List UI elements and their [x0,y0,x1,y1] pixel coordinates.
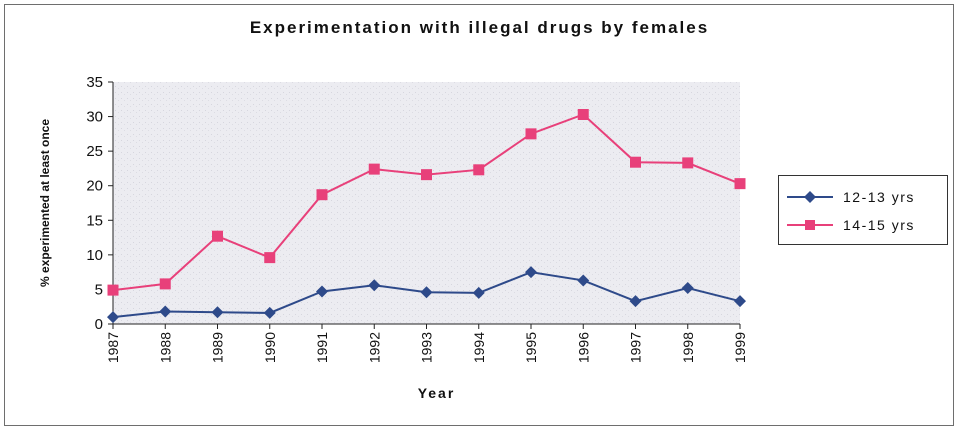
x-tick-label: 1987 [105,332,121,363]
x-tick-label: 1993 [419,332,435,363]
x-axis-title: Year [418,385,456,401]
data-point-12-13 [263,306,276,319]
legend-item-14-15: 14-15 yrs [785,214,915,236]
data-point-12-13 [734,295,746,308]
x-tick-label: 1988 [157,332,173,363]
x-tick-label: 1991 [314,332,330,363]
x-tick-label: 1999 [732,332,748,363]
data-point-14-15 [473,164,485,176]
data-point-14-15 [734,178,746,190]
y-tick-label: 20 [86,178,103,195]
y-tick-label: 25 [86,143,103,160]
legend-label-12-13: 12-13 yrs [843,189,915,205]
chart-title: Experimentation with illegal drugs by fe… [249,18,710,37]
plot-area [113,82,740,324]
data-point-14-15 [682,157,694,169]
data-point-12-13 [681,282,694,295]
data-point-14-15 [212,230,223,242]
data-point-14-15 [264,252,276,264]
legend-marker-diamond [787,191,833,203]
legend-marker-square [787,220,833,230]
chart-legend: 12-13 yrs 14-15 yrs [778,175,948,245]
legend-label-14-15: 14-15 yrs [843,217,915,233]
data-point-12-13 [368,279,381,292]
y-tick-label: 35 [86,74,103,91]
data-point-12-13 [107,311,119,324]
data-point-12-13 [525,266,537,279]
y-tick-label: 5 [95,281,103,298]
x-tick-label: 1997 [628,332,644,363]
data-point-12-13 [472,286,485,299]
data-point-12-13 [316,285,328,298]
x-tick-label: 1992 [366,332,382,363]
data-point-12-13 [211,306,224,319]
data-point-14-15 [159,278,171,290]
legend-item-12-13: 12-13 yrs [785,186,915,208]
x-tick-label: 1995 [523,332,539,363]
data-point-12-13 [577,274,590,287]
data-point-14-15 [577,108,589,120]
x-tick-label: 1994 [471,332,487,363]
data-point-12-13 [159,305,172,318]
x-tick-label: 1990 [262,332,278,363]
data-point-14-15 [107,284,119,296]
data-point-14-15 [368,163,380,175]
data-point-14-15 [630,156,641,168]
data-point-12-13 [420,286,433,299]
y-tick-label: 10 [86,247,103,264]
data-point-14-15 [525,128,537,140]
y-tick-label: 0 [95,316,103,333]
y-axis-title: % experimented at least once [38,119,52,287]
data-point-14-15 [316,189,328,201]
y-tick-label: 15 [86,212,103,229]
y-tick-label: 30 [86,109,103,126]
data-point-14-15 [421,169,432,181]
x-tick-label: 1996 [575,332,591,363]
x-tick-label: 1998 [680,332,696,363]
x-tick-label: 1989 [210,332,226,363]
data-point-12-13 [629,295,642,308]
